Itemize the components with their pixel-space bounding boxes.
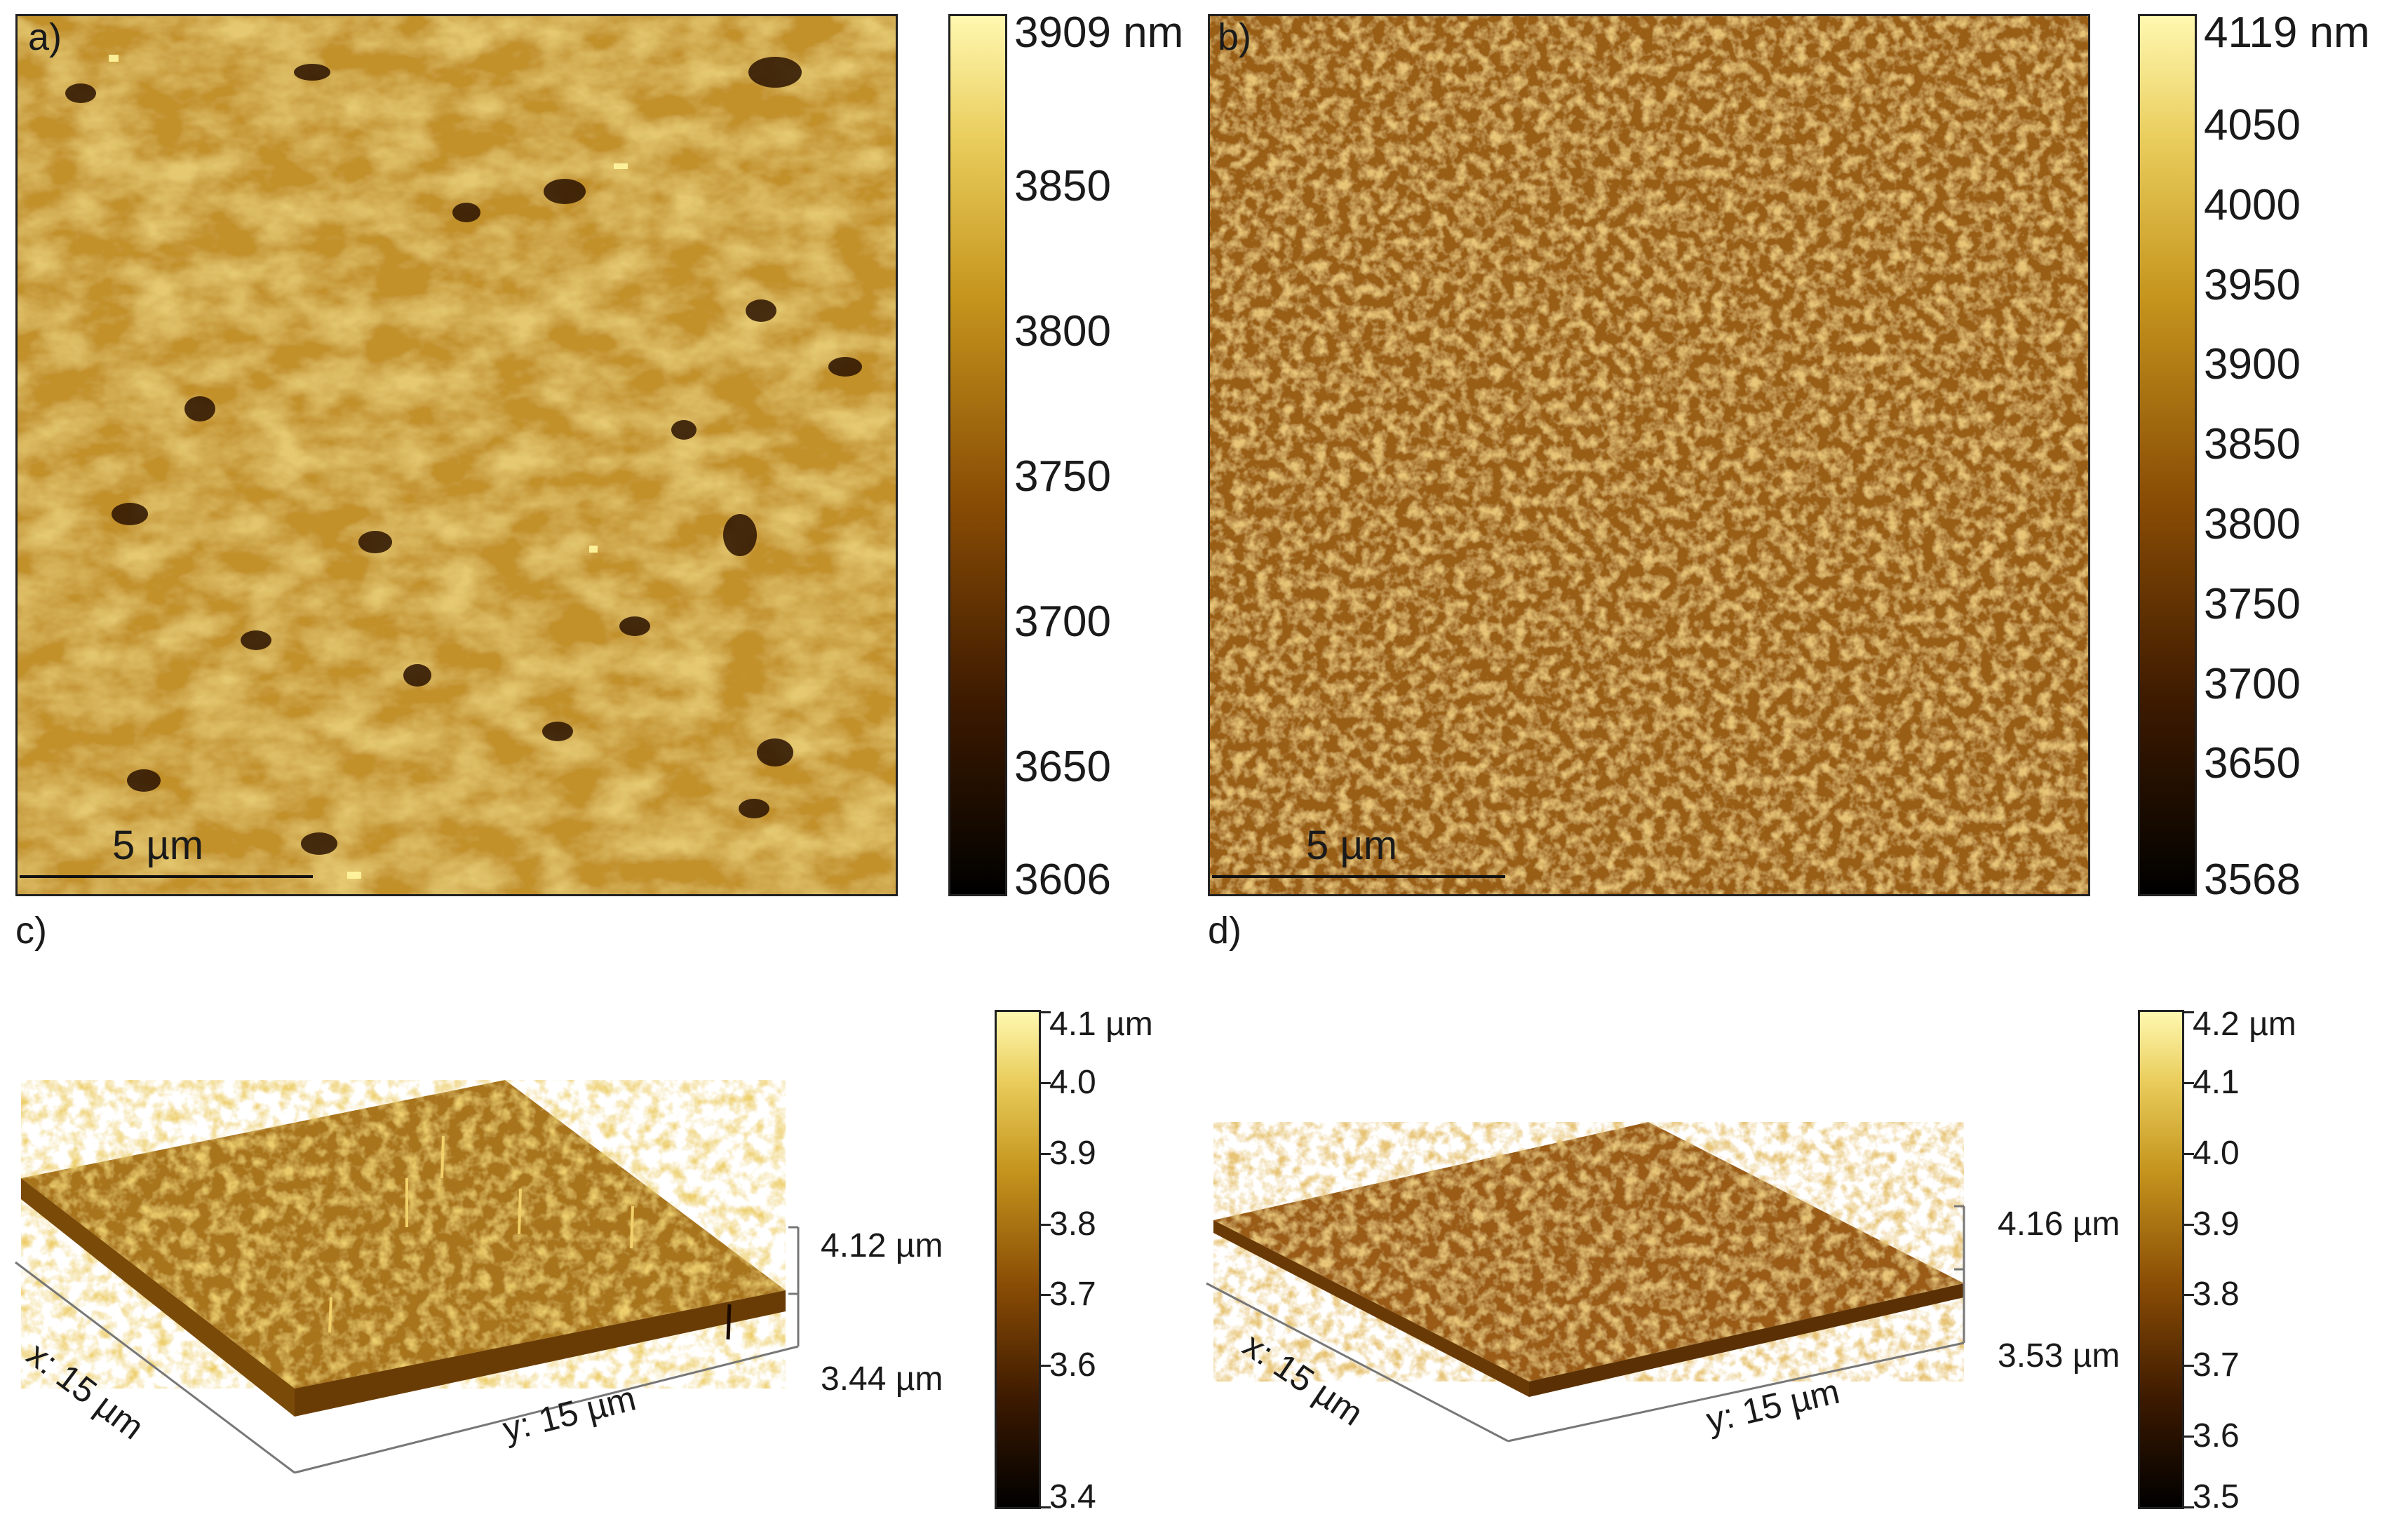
afm-image-b	[1210, 16, 2088, 894]
z-top-label-d: 4.16 µm	[1998, 1205, 2120, 1243]
colorbar-b-tick-label: 3750	[2204, 579, 2301, 628]
colorbar-d-tick-mark	[2184, 1152, 2194, 1155]
afm-image-a	[18, 16, 896, 894]
scale-bar-b	[1212, 875, 1505, 878]
colorbar-a-tick-label: 3909 nm	[1014, 8, 1184, 57]
colorbar-b-tick-label: 3650	[2204, 739, 2301, 788]
colorbar-c-tick-mark	[1041, 1365, 1051, 1367]
colorbar-a-tick-label: 3800	[1014, 307, 1111, 356]
colorbar-d-tick-label: 3.8	[2193, 1276, 2240, 1313]
colorbar-b-tick-label: 3568	[2204, 856, 2301, 904]
colorbar-d-tick-label: 4.0	[2193, 1134, 2240, 1172]
colorbar-c-tick-label: 3.9	[1049, 1134, 1096, 1172]
afm-topography-map-a	[15, 14, 898, 896]
z-bottom-label-d: 3.53 µm	[1998, 1337, 2120, 1374]
colorbar-d-tick-label: 3.7	[2193, 1346, 2240, 1384]
colorbar-c-tick-label: 3.7	[1049, 1276, 1096, 1313]
colorbar-d-tick-mark	[2184, 1011, 2194, 1013]
colorbar-d-tick-mark	[2184, 1294, 2194, 1297]
colorbar-c-tick-mark	[1041, 1081, 1051, 1084]
colorbar-c-tick-mark	[1041, 1506, 1051, 1508]
surface-3d-d	[1206, 1122, 1965, 1443]
colorbar-c-tick-mark	[1041, 1152, 1051, 1155]
colorbar-c-tick-label: 3.6	[1049, 1346, 1096, 1384]
colorbar-a-tick-label: 3606	[1014, 856, 1111, 904]
z-bottom-label-c: 3.44 µm	[821, 1360, 943, 1398]
colorbar-c-tick-label: 4.1 µm	[1049, 1006, 1153, 1043]
colorbar-a-tick-label: 3850	[1014, 162, 1111, 211]
colorbar-a-tick-label: 3650	[1014, 742, 1111, 791]
colorbar-c-tick-mark	[1041, 1294, 1051, 1297]
colorbar-a	[948, 14, 1007, 896]
colorbar-d-tick-mark	[2184, 1081, 2194, 1084]
afm-topography-map-b	[1208, 14, 2090, 896]
colorbar-d-tick-label: 3.9	[2193, 1205, 2240, 1243]
colorbar-c-tick-mark	[1041, 1223, 1051, 1226]
colorbar-b-tick-label: 4119 nm	[2204, 8, 2370, 57]
colorbar-a-tick-label: 3700	[1014, 597, 1111, 646]
colorbar-b-tick-label: 4050	[2204, 101, 2301, 150]
panel-c-label: c)	[15, 910, 47, 952]
colorbar-b	[2138, 14, 2197, 896]
surface-3d-c	[15, 1080, 800, 1474]
colorbar-c-tick-label: 4.0	[1049, 1063, 1096, 1101]
scale-bar-label-a: 5 µm	[112, 823, 204, 868]
colorbar-d-tick-label: 3.5	[2193, 1478, 2240, 1515]
colorbar-c-tick-label: 3.8	[1049, 1205, 1096, 1243]
colorbar-b-tick-label: 3800	[2204, 500, 2301, 548]
panel-b-label: b)	[1218, 16, 1252, 58]
z-top-label-c: 4.12 µm	[821, 1227, 943, 1264]
colorbar-d	[2138, 1010, 2184, 1509]
colorbar-c-tick-mark	[1041, 1011, 1051, 1013]
colorbar-d-tick-label: 3.6	[2193, 1417, 2240, 1455]
colorbar-b-tick-label: 3700	[2204, 659, 2301, 708]
colorbar-d-tick-mark	[2184, 1506, 2194, 1508]
colorbar-b-tick-label: 3950	[2204, 260, 2301, 309]
scale-bar-a	[20, 875, 313, 878]
colorbar-b-tick-label: 3850	[2204, 420, 2301, 469]
colorbar-d-tick-mark	[2184, 1223, 2194, 1226]
colorbar-d-tick-label: 4.2 µm	[2193, 1006, 2296, 1043]
colorbar-d-tick-label: 4.1	[2193, 1063, 2240, 1101]
colorbar-d-tick-mark	[2184, 1365, 2194, 1367]
panel-a-label: a)	[28, 16, 62, 58]
colorbar-d-tick-mark	[2184, 1436, 2194, 1438]
colorbar-a-tick-label: 3750	[1014, 452, 1111, 501]
colorbar-c	[995, 1010, 1041, 1509]
colorbar-b-tick-label: 3900	[2204, 340, 2301, 389]
panel-d-label: d)	[1208, 910, 1242, 952]
colorbar-b-tick-label: 4000	[2204, 180, 2301, 229]
colorbar-c-tick-label: 3.4	[1049, 1478, 1096, 1515]
scale-bar-label-b: 5 µm	[1306, 823, 1398, 868]
